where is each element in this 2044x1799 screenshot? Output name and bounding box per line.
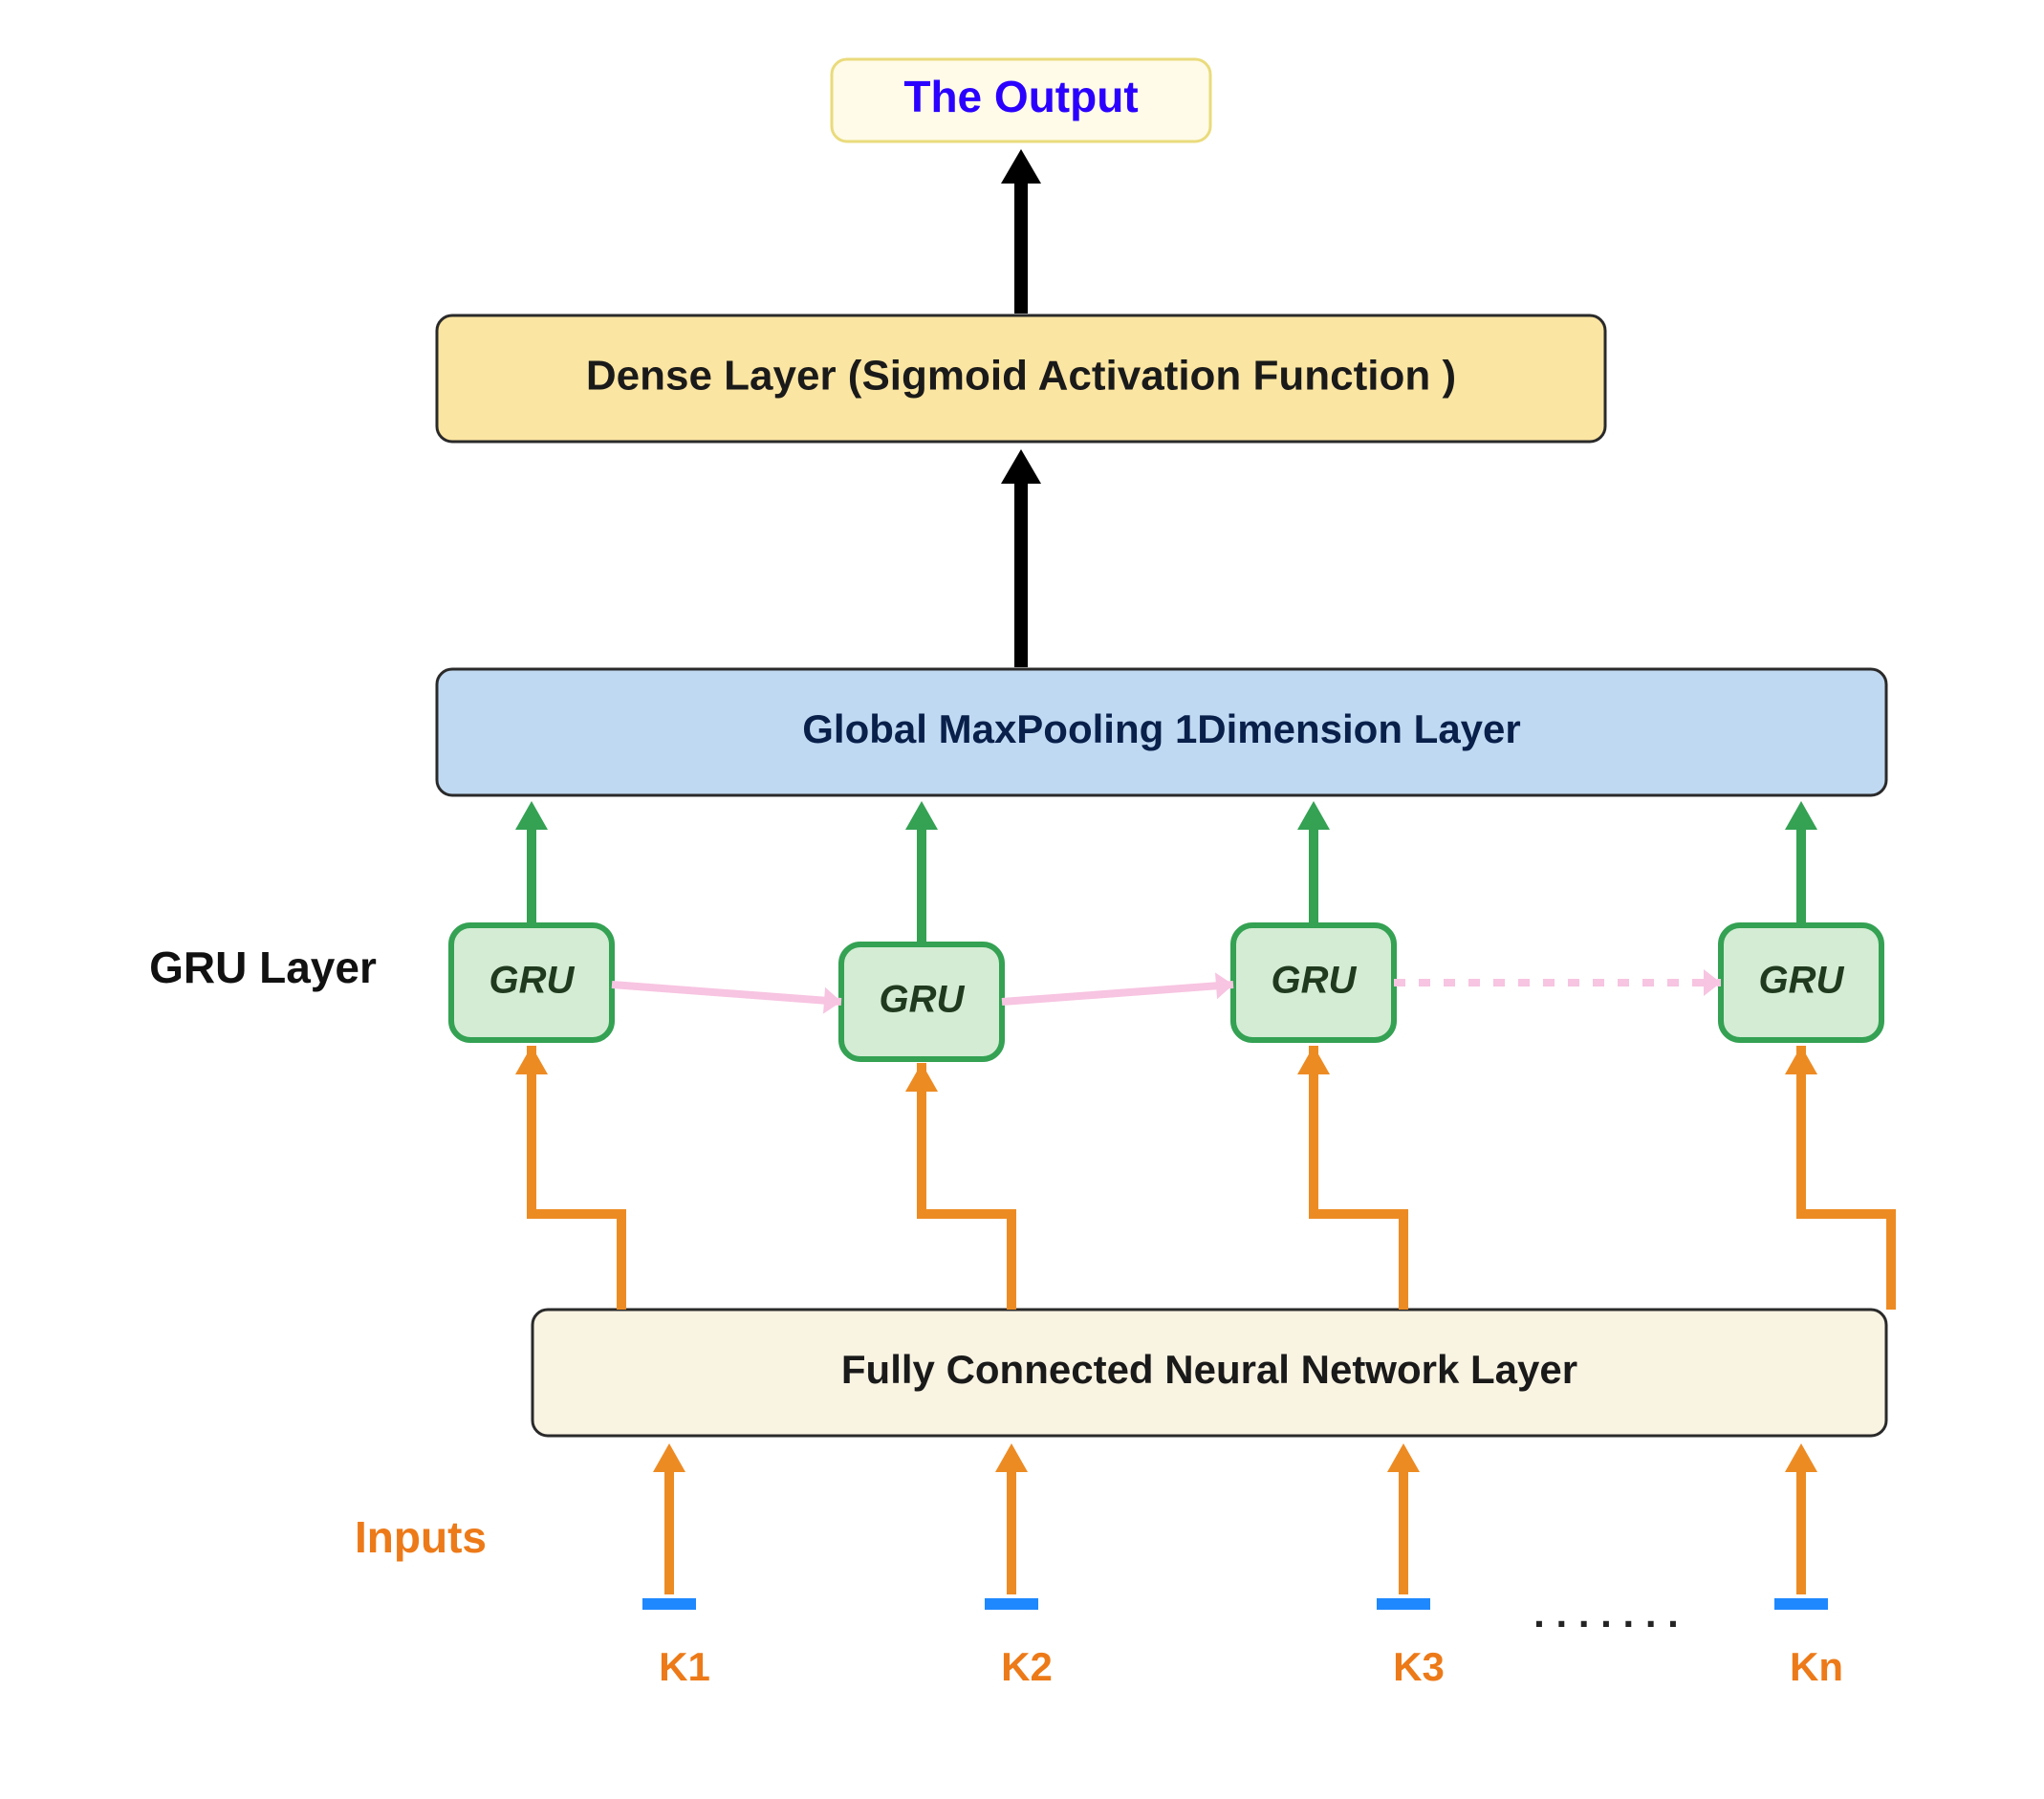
ellipsis-dots: . . . . . . .	[1533, 1591, 1679, 1636]
arrow-up	[515, 801, 548, 925]
input-label: K1	[659, 1644, 710, 1689]
input-tick	[985, 1598, 1038, 1610]
arrow-up	[1785, 801, 1817, 925]
fully-connected-box-label: Fully Connected Neural Network Layer	[841, 1347, 1577, 1392]
gru-unit-label: GRU	[880, 979, 966, 1021]
inputs-label: Inputs	[355, 1512, 487, 1562]
gru-unit: GRU	[841, 944, 1002, 1059]
gru-layer-label: GRU Layer	[149, 943, 377, 992]
arrow-up	[1297, 801, 1330, 925]
arrow	[612, 985, 841, 1014]
arrow-up	[1785, 1443, 1817, 1594]
elbow-arrow	[905, 1063, 1011, 1310]
gru-unit: GRU	[451, 925, 612, 1040]
arrow	[1394, 969, 1721, 996]
elbow-arrow	[1785, 1046, 1891, 1310]
gru-unit: GRU	[1233, 925, 1394, 1040]
gru-unit-label: GRU	[489, 960, 576, 1002]
arrow	[1002, 972, 1233, 1002]
input-tick	[1774, 1598, 1828, 1610]
dense-box: Dense Layer (Sigmoid Activation Function…	[437, 315, 1605, 442]
elbow-arrow	[1297, 1046, 1403, 1310]
elbow-arrow	[515, 1046, 621, 1310]
input-label: K3	[1393, 1644, 1445, 1689]
gru-unit-label: GRU	[1759, 960, 1845, 1002]
input-label: Kn	[1790, 1644, 1843, 1689]
arrow-up	[1387, 1443, 1420, 1594]
gru-unit: GRU	[1721, 925, 1881, 1040]
arrow-up	[1001, 149, 1041, 314]
dense-box-label: Dense Layer (Sigmoid Activation Function…	[586, 353, 1456, 400]
output-box-label: The Output	[903, 72, 1138, 121]
input-tick	[642, 1598, 696, 1610]
input-label: K2	[1001, 1644, 1053, 1689]
arrow-up	[995, 1443, 1028, 1594]
fully-connected-box: Fully Connected Neural Network Layer	[533, 1310, 1886, 1436]
gru-unit-label: GRU	[1272, 960, 1358, 1002]
arrow-up	[905, 801, 938, 944]
maxpool-box: Global MaxPooling 1Dimension Layer	[437, 669, 1886, 795]
arrow-up	[1001, 449, 1041, 667]
arrow-up	[653, 1443, 685, 1594]
maxpool-box-label: Global MaxPooling 1Dimension Layer	[802, 706, 1521, 751]
input-tick	[1377, 1598, 1430, 1610]
output-box: The Output	[832, 59, 1210, 141]
